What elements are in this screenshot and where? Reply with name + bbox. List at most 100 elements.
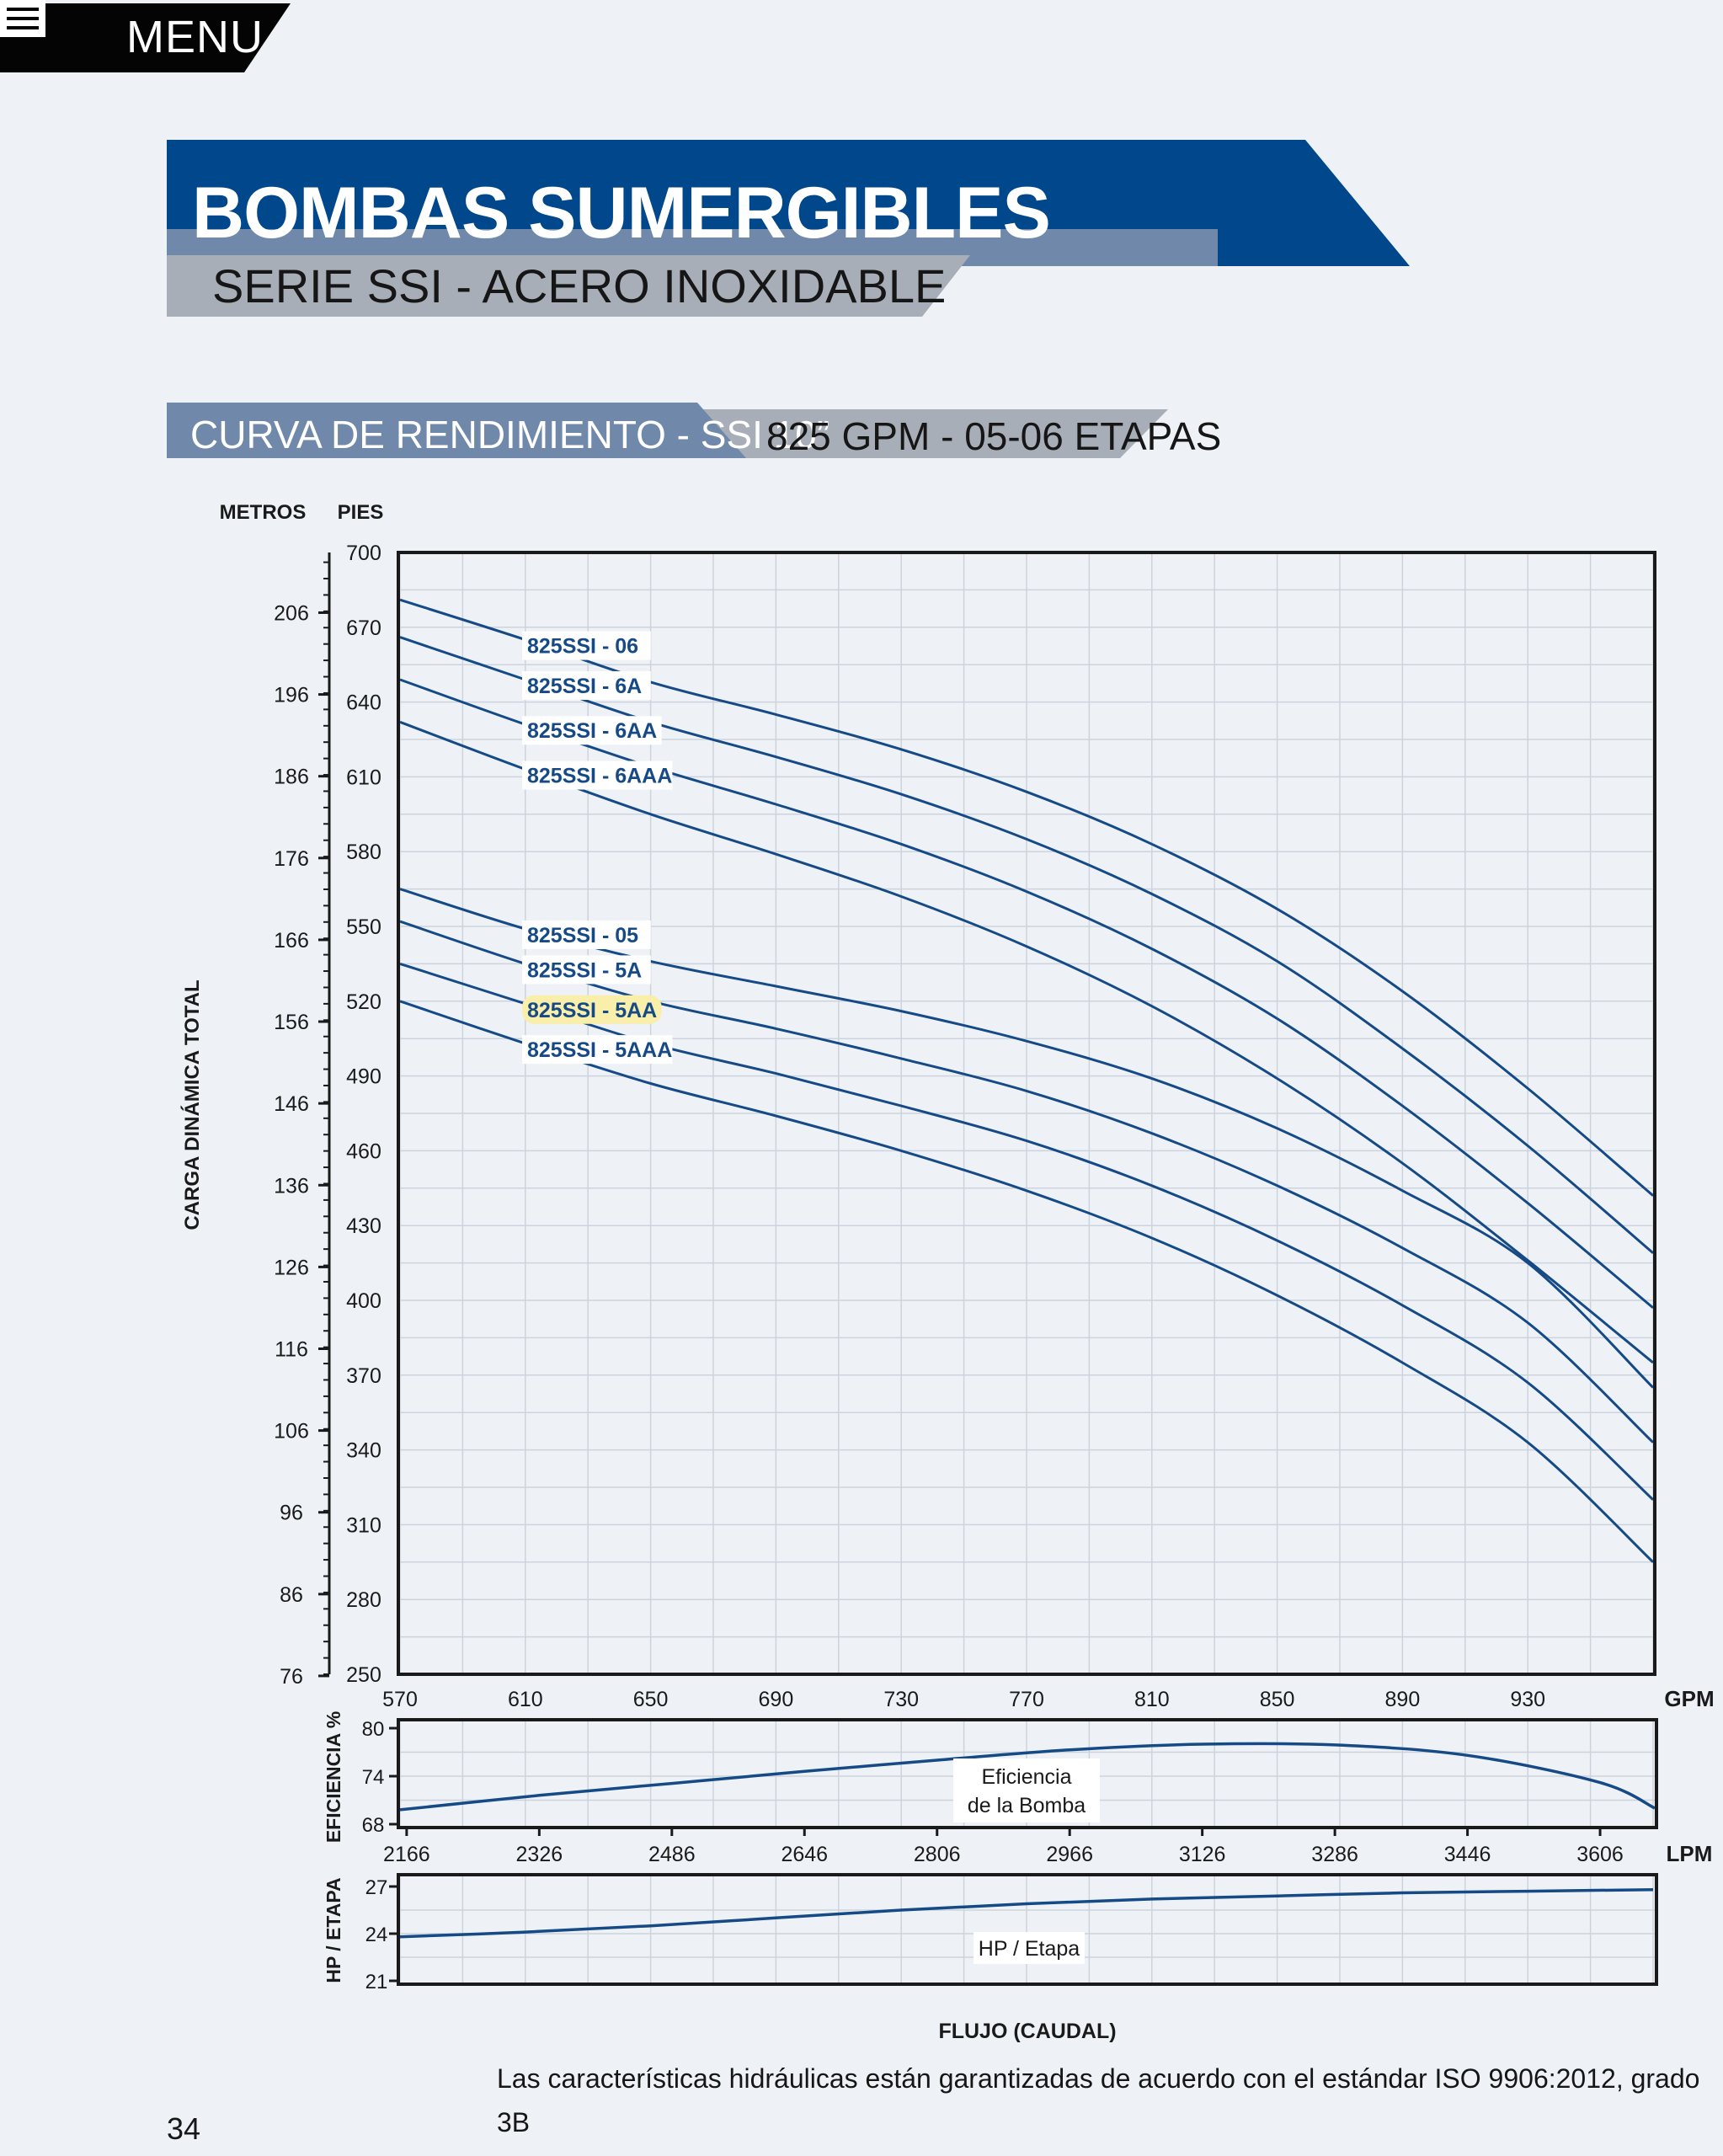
y-tick-label-feet: 430	[346, 1214, 381, 1238]
lpm-tick-label: 2166	[383, 1843, 430, 1866]
y-tick-label-meters: 206	[274, 601, 309, 625]
curve-label-bg	[522, 920, 651, 949]
curve-label-bg	[522, 995, 662, 1024]
y-tick-label-feet: 640	[346, 691, 381, 715]
y-tick-label-feet: 460	[346, 1139, 381, 1163]
curve-label-bg	[522, 631, 651, 660]
efficiency-annotation-line2: de la Bomba	[968, 1794, 1086, 1817]
curve-label-bg	[522, 716, 662, 745]
curve-825ssi-05	[399, 888, 1655, 1389]
page-number: 34	[167, 2111, 201, 2146]
hp-y-tick-label: 24	[365, 1924, 388, 1946]
footnote: Las características hidráulicas están ga…	[497, 2063, 1700, 2137]
efficiency-panel-axes: 68 74 80 2166 2326 2486 2646 2806 2966 3126 3286 34…	[362, 1718, 1624, 1866]
page-title: BOMBAS SUMERGIBLES	[192, 173, 1051, 253]
curve-825ssi-5aaa	[399, 1000, 1655, 1563]
menu-button[interactable]: MENU	[0, 0, 291, 72]
section-title: CURVA DE RENDIMIENTO - SSI 10”	[190, 413, 830, 456]
x-axis-title: FLUJO (CAUDAL)	[938, 2020, 1116, 2043]
curve-label-bg	[522, 670, 651, 700]
y-unit-meters: METROS	[220, 501, 307, 524]
y-tick-label-feet: 370	[346, 1364, 381, 1388]
lpm-tick-label: 2806	[914, 1843, 961, 1866]
page-subtitle: SERIE SSI - ACERO INOXIDABLE	[212, 259, 947, 312]
section-bar-right	[691, 409, 1168, 458]
y-tick-label-feet: 700	[346, 542, 381, 565]
main-chart-curves	[399, 598, 1655, 1563]
y-tick-label-feet: 520	[346, 990, 381, 1014]
y-tick-label-feet: 340	[346, 1439, 381, 1463]
x-tick-label-gpm: 690	[759, 1688, 794, 1711]
lpm-tick-label: 3286	[1311, 1843, 1358, 1866]
efficiency-axis-title: EFICIENCIA %	[323, 1711, 344, 1843]
hp-annotation: HP / Etapa	[979, 1937, 1080, 1961]
efficiency-curve	[399, 1742, 1656, 1812]
y-tick-label-feet: 310	[346, 1513, 381, 1537]
y-tick-label-feet: 550	[346, 915, 381, 939]
y-tick-label-feet: 250	[346, 1663, 381, 1687]
y-tick-label-meters: 156	[274, 1011, 309, 1034]
x-tick-label-gpm: 650	[633, 1688, 669, 1711]
curve-label-bg	[522, 1035, 673, 1065]
x-tick-label-gpm: 770	[1009, 1688, 1044, 1711]
curve-825ssi-5aa	[399, 962, 1655, 1501]
lpm-tick-label: 3126	[1179, 1843, 1226, 1866]
hp-y-tick-label: 21	[365, 1971, 388, 1993]
y-tick-label-meters: 126	[274, 1256, 309, 1279]
x-unit-lpm: LPM	[1667, 1841, 1713, 1866]
x-unit-gpm: GPM	[1664, 1686, 1714, 1711]
lpm-tick-label: 2326	[516, 1843, 563, 1866]
curve-label: 825SSI - 6A	[527, 675, 642, 698]
y-tick-label-meters: 136	[274, 1174, 309, 1198]
menu-tab-shape	[0, 3, 291, 72]
efficiency-annotation-line1: Eficiencia	[982, 1765, 1072, 1789]
y-tick-label-meters: 166	[274, 929, 309, 953]
curve-label: 825SSI - 5A	[527, 958, 642, 982]
curve-label-bg	[522, 955, 651, 985]
curve-label: 825SSI - 6AA	[527, 719, 657, 743]
curve-label: 825SSI - 06	[527, 635, 638, 659]
x-tick-label-gpm: 570	[382, 1688, 418, 1711]
y-tick-label-meters: 176	[274, 847, 309, 871]
x-tick-label-gpm: 930	[1510, 1688, 1545, 1711]
y-tick-label-meters: 116	[275, 1337, 308, 1361]
y-unit-feet: PIES	[338, 501, 384, 524]
efficiency-y-tick-label: 68	[362, 1814, 385, 1837]
lpm-tick-label: 2966	[1046, 1843, 1093, 1866]
curve-825ssi-6a	[399, 636, 1654, 1254]
lpm-tick-label: 3446	[1444, 1843, 1491, 1866]
efficiency-line	[399, 1742, 1656, 1812]
curve-825ssi-6aaa	[399, 720, 1654, 1364]
section-bar-left	[167, 403, 746, 458]
menu-label: MENU	[126, 12, 264, 62]
efficiency-y-tick-label: 74	[362, 1766, 385, 1789]
curve-label: 825SSI - 5AAA	[527, 1038, 672, 1062]
hamburger-icon	[0, 0, 45, 37]
y-tick-label-meters: 86	[280, 1583, 303, 1607]
y-tick-label-feet: 490	[346, 1065, 381, 1089]
efficiency-panel-frame	[397, 1718, 1658, 1829]
y-tick-label-feet: 580	[346, 841, 381, 864]
curve-825ssi-5a	[399, 920, 1655, 1444]
efficiency-y-tick-label: 80	[362, 1718, 385, 1741]
y-tick-label-meters: 186	[274, 766, 309, 789]
y-axis-title: CARGA DINÁMICA TOTAL	[180, 979, 204, 1230]
performance-chart: 825SSI - 06 825SSI - 6A 825SSI - 6AA 825SSI…	[180, 501, 1715, 2043]
y-tick-label-meters: 96	[280, 1502, 303, 1525]
y-tick-label-meters: 106	[274, 1420, 309, 1444]
hp-y-tick-label: 27	[365, 1876, 388, 1899]
hp-panel-frame	[397, 1873, 1658, 1986]
lpm-tick-label: 2486	[648, 1843, 696, 1866]
efficiency-annotation-box	[953, 1758, 1100, 1822]
banner-grey-band	[167, 255, 970, 317]
hp-axis-title: HP / ETAPA	[323, 1877, 344, 1983]
x-tick-label-gpm: 890	[1385, 1688, 1421, 1711]
lpm-tick-label: 2646	[781, 1843, 828, 1866]
y-tick-label-feet: 400	[346, 1289, 381, 1313]
x-tick-label-gpm: 850	[1260, 1688, 1295, 1711]
section-spec: 825 GPM - 05-06 ETAPAS	[766, 414, 1222, 458]
main-chart-axes: 250 280 310 340 370 400 430 460 490 520 550 580 610 6…	[274, 542, 1545, 1711]
y-tick-label-feet: 610	[346, 766, 381, 789]
curve-label: 825SSI - 6AAA	[527, 765, 672, 788]
x-tick-label-gpm: 730	[883, 1688, 919, 1711]
